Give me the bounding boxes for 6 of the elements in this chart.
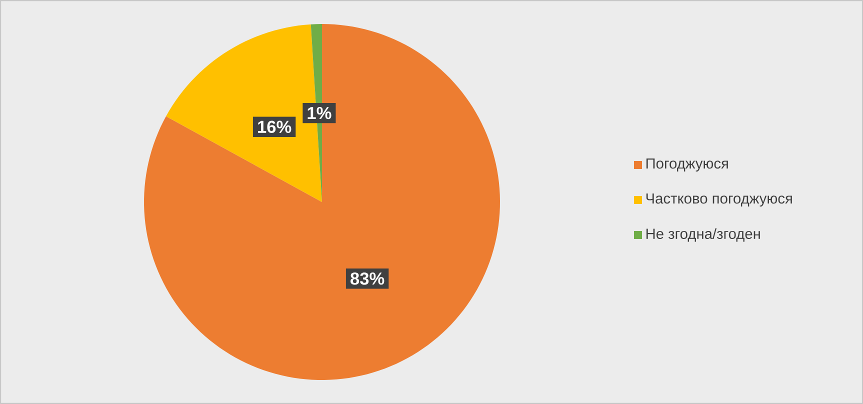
data-label: 83%: [350, 272, 384, 285]
data-label: 1%: [308, 106, 332, 120]
legend-label: Погоджуюся: [646, 158, 728, 172]
legend-label: Не згодна/згоден: [646, 228, 760, 242]
data-label: 16%: [258, 120, 292, 133]
legend-label: Частково погоджуюся: [646, 193, 792, 207]
